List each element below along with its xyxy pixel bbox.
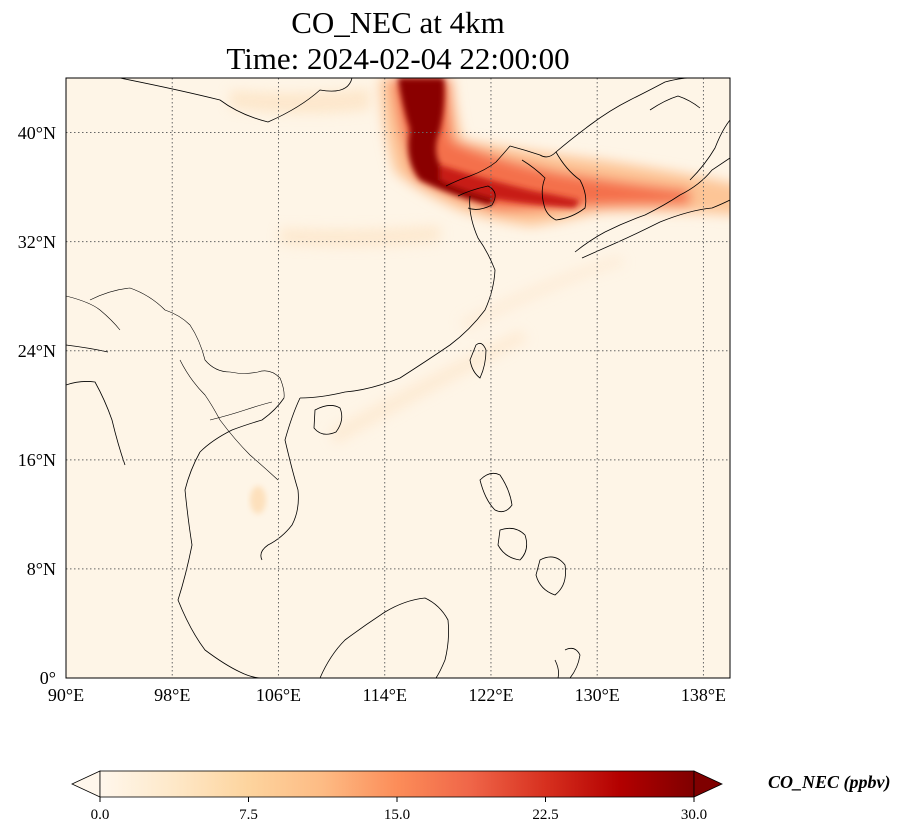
russia-coast: [555, 78, 691, 153]
japan-north: [649, 95, 730, 181]
coastlines: [66, 78, 730, 678]
x-tick-label: 106°E: [255, 685, 302, 705]
y-tick-label: 32°N: [17, 231, 56, 252]
shandong-peninsula: [457, 185, 496, 210]
philippines: [479, 472, 566, 596]
chart-title-line2: Time: 2024-02-04 22:00:00: [226, 41, 570, 76]
indochina-coast: [177, 397, 301, 678]
x-tick-label: 98°E: [154, 685, 191, 705]
hainan-island: [313, 405, 343, 435]
plume-core-tail: [440, 165, 580, 208]
x-tick-label: 122°E: [468, 685, 514, 705]
y-tick-label: 24°N: [17, 340, 56, 361]
plume-streak-south: [330, 330, 528, 445]
plume-streak-central: [280, 225, 440, 247]
x-tick-label: 130°E: [574, 685, 620, 705]
plume-patch-west: [250, 486, 266, 514]
colorbar-extend-min: [71, 770, 101, 798]
y-tick-label: 8°N: [26, 558, 56, 579]
taiwan-island: [469, 342, 487, 379]
japan-honshu: [574, 157, 730, 259]
y-tick-label: 16°N: [17, 449, 56, 470]
colorbar-tick-label: 30.0: [680, 807, 708, 823]
colorbar-tick-label: 15.0: [383, 807, 411, 823]
map-plot: [65, 77, 731, 679]
x-tick-label: 138°E: [680, 685, 727, 705]
chart-title-line1: CO_NEC at 4km: [291, 5, 505, 40]
y-tick-label: 40°N: [17, 122, 56, 143]
map-frame: [65, 77, 731, 679]
x-tick-label: 114°E: [362, 685, 407, 705]
colorbar-tick-label: 7.5: [239, 807, 258, 823]
colorbar-tick-label: 22.5: [532, 807, 559, 823]
y-tick-label: 0°: [39, 668, 56, 688]
colorbar-extend-max: [693, 770, 723, 798]
x-tick-label: 90°E: [47, 685, 85, 705]
korean-peninsula: [509, 145, 587, 221]
plume-streak-ocean: [460, 255, 625, 332]
plume-streak-north: [230, 88, 370, 114]
borneo: [319, 597, 449, 678]
sulawesi: [554, 647, 581, 678]
inland-borders: [66, 287, 285, 481]
myanmar-coast: [66, 344, 126, 466]
colorbar-label: CO_NEC (ppbv): [768, 772, 891, 792]
concentration-field: [230, 78, 730, 514]
colorbar-body: [99, 770, 695, 798]
colorbar-tick-label: 0.0: [90, 807, 110, 823]
china-coastline: [119, 78, 511, 453]
plume-core: [398, 78, 500, 205]
